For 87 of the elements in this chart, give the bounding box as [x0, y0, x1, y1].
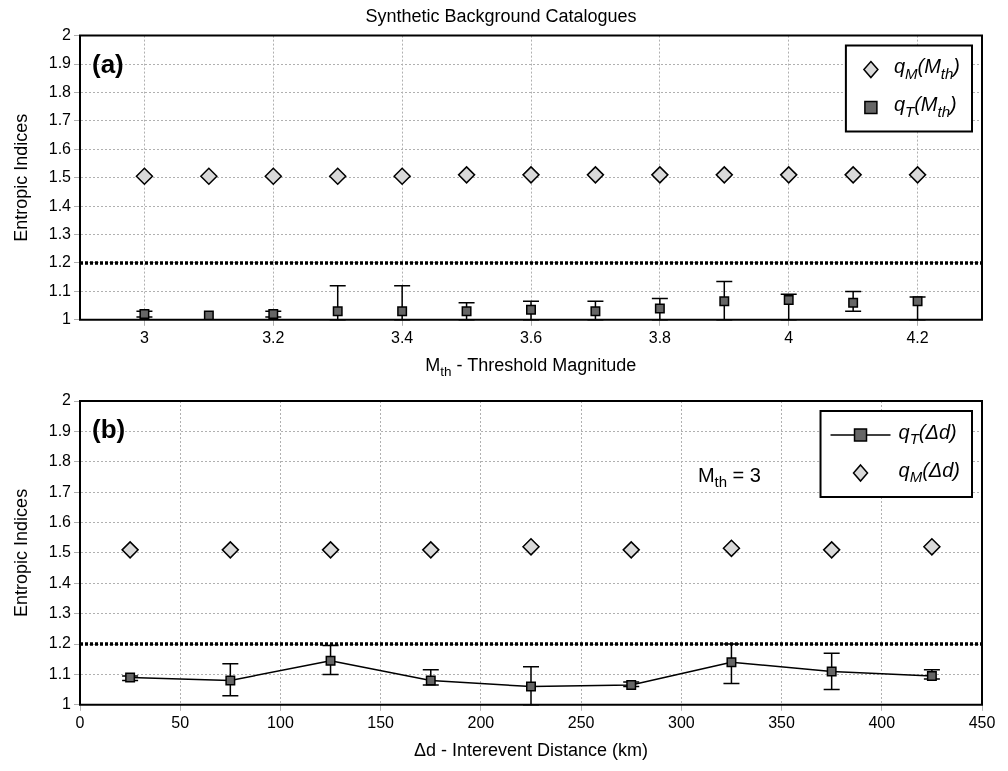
- point: [526, 304, 536, 315]
- x-tick-label: 3.2: [262, 328, 285, 346]
- point: [225, 675, 236, 686]
- y-tick-label: 1.7: [48, 482, 72, 500]
- point: [221, 541, 240, 559]
- y-tick-label: 2: [62, 391, 72, 409]
- y-tick-label: 1.5: [48, 543, 72, 561]
- point: [908, 166, 927, 184]
- point: [848, 297, 859, 308]
- y-tick-label: 1.4: [48, 196, 72, 214]
- y-axis-title: Entropic Indices: [10, 113, 31, 242]
- chart-title: Synthetic Background Catalogues: [365, 5, 637, 26]
- point: [325, 655, 336, 666]
- y-tick-label: 1.3: [48, 604, 72, 622]
- y-tick-label: 1.2: [48, 253, 72, 271]
- point: [332, 306, 343, 317]
- point: [923, 538, 941, 556]
- point: [328, 167, 347, 186]
- y-tick-label: 1: [62, 310, 72, 328]
- y-tick-label: 1.9: [48, 54, 72, 72]
- point: [522, 166, 540, 184]
- point: [522, 538, 540, 556]
- point: [268, 309, 279, 320]
- x-tick-label: 50: [171, 713, 190, 731]
- x-tick-label: 300: [667, 713, 695, 731]
- point: [135, 167, 154, 186]
- point: [826, 666, 837, 677]
- point: [622, 541, 640, 559]
- x-tick-label: 150: [367, 713, 395, 731]
- point: [651, 166, 669, 184]
- y-tick-label: 1.6: [48, 512, 72, 530]
- point: [125, 672, 136, 683]
- point: [654, 303, 665, 314]
- point: [590, 306, 601, 317]
- point: [926, 670, 937, 681]
- x-tick-label: 3.6: [519, 328, 543, 346]
- point: [457, 166, 476, 184]
- x-tick-label: 350: [768, 713, 795, 731]
- y-tick-label: 1.3: [48, 224, 72, 242]
- point: [586, 166, 605, 184]
- x-tick-label: 250: [567, 713, 595, 731]
- point: [121, 541, 139, 559]
- x-tick-label: 400: [868, 713, 896, 731]
- x-tick-label: 3.4: [391, 328, 414, 346]
- annotation: (a): [92, 48, 124, 79]
- point: [526, 681, 536, 692]
- point: [425, 675, 436, 686]
- y-tick-label: 1.5: [48, 168, 72, 186]
- y-tick-label: 1.6: [48, 139, 72, 157]
- point: [264, 167, 283, 186]
- y-tick-label: 1.7: [48, 111, 72, 129]
- y-tick-label: 1.1: [48, 281, 72, 299]
- x-tick-label: 4.2: [906, 328, 929, 346]
- point: [779, 166, 798, 184]
- y-tick-label: 1.4: [48, 573, 72, 591]
- x-axis-title: Δd - Interevent Distance (km): [413, 739, 649, 760]
- point: [626, 680, 637, 691]
- point: [200, 167, 218, 186]
- x-tick-label: 100: [267, 713, 294, 731]
- annotation: (b): [92, 414, 126, 445]
- x-tick-label: 200: [467, 713, 495, 731]
- y-tick-label: 1.1: [48, 664, 72, 682]
- point: [912, 296, 923, 307]
- point: [783, 294, 794, 305]
- point: [715, 166, 734, 184]
- y-tick-label: 1.2: [48, 634, 72, 652]
- y-tick-label: 1.9: [48, 421, 72, 439]
- x-tick-label: 0: [75, 713, 85, 731]
- x-tick-label: 3.8: [648, 328, 672, 346]
- point: [397, 306, 408, 317]
- point: [844, 166, 862, 184]
- point: [822, 541, 841, 559]
- point: [139, 309, 150, 320]
- point: [719, 296, 730, 307]
- point: [726, 657, 737, 668]
- y-axis-title: Entropic Indices: [10, 488, 31, 617]
- y-tick-label: 2: [62, 26, 72, 44]
- x-tick-label: 450: [968, 713, 996, 731]
- y-tick-label: 1.8: [48, 82, 72, 100]
- x-tick-label: 4: [784, 328, 794, 346]
- point: [321, 541, 340, 559]
- point: [422, 541, 440, 559]
- point: [393, 167, 411, 186]
- y-tick-label: 1.8: [48, 452, 72, 470]
- point: [722, 539, 741, 558]
- x-tick-label: 3: [139, 328, 149, 346]
- y-tick-label: 1: [62, 695, 72, 713]
